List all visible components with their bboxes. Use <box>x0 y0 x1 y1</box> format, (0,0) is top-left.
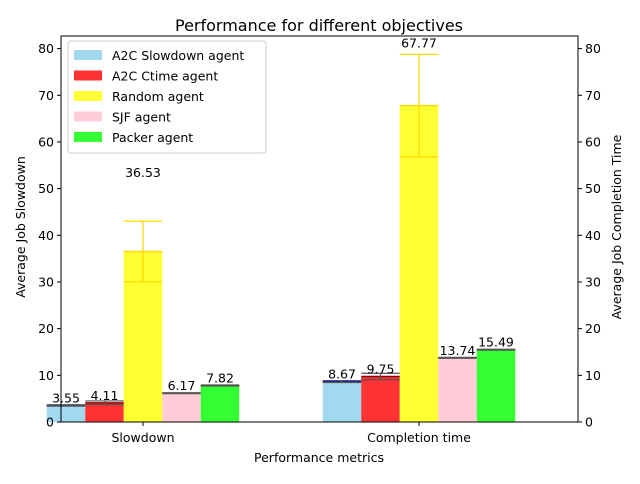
y-axis-label-right: Average Job Completion Time <box>609 134 624 319</box>
x-tick-label: Completion time <box>367 430 471 445</box>
data-label: 7.82 <box>206 371 234 386</box>
y-tick-label: 30 <box>38 274 54 289</box>
bar-labels-layer: 3.55 8.67 4.11 9.75 36.53 67.77 6.17 13.74 7.82 1… <box>52 35 514 405</box>
y-tick-label-right: 70 <box>585 88 601 103</box>
legend-swatch <box>74 132 102 142</box>
bar <box>438 357 477 422</box>
legend-box <box>67 40 267 154</box>
legend-label: A2C Ctime agent <box>112 69 218 84</box>
bar <box>476 349 516 422</box>
bar <box>322 381 362 422</box>
y-tick-label-right: 40 <box>585 228 601 243</box>
legend-swatch <box>74 50 102 60</box>
chart-title: Performance for different objectives <box>175 16 463 35</box>
data-label: 6.17 <box>168 378 196 393</box>
y-tick-label-right: 50 <box>585 181 601 196</box>
y-tick-label: 10 <box>38 368 54 383</box>
y-tick-label-right: 60 <box>585 134 601 149</box>
legend-label: A2C Slowdown agent <box>112 48 244 63</box>
bar <box>361 376 400 422</box>
bar <box>46 405 86 422</box>
x-tick-label: Slowdown <box>111 430 174 445</box>
legend-swatch <box>74 70 102 81</box>
data-label: 9.75 <box>367 361 395 376</box>
error-bars-layer <box>46 53 516 407</box>
legend-label: Random agent <box>112 89 204 104</box>
bar <box>85 402 124 422</box>
y-tick-label: 40 <box>38 228 54 243</box>
data-label: 8.67 <box>328 367 356 382</box>
axes-layer: 0 0 10 10 20 20 30 30 40 40 50 50 60 60 70 70 80 80 Slowdo… <box>38 35 601 445</box>
data-label: 15.49 <box>478 335 514 350</box>
legend-label: SJF agent <box>112 110 171 125</box>
x-axis-label: Performance metrics <box>254 450 384 465</box>
y-tick-label-right: 80 <box>585 41 601 56</box>
bar <box>200 385 240 422</box>
plot-frame <box>60 35 579 423</box>
y-tick-label: 70 <box>38 88 54 103</box>
y-tick-label: 80 <box>38 41 54 56</box>
y-axis-label: Average Job Slowdown <box>13 156 28 298</box>
data-label: 36.53 <box>125 165 161 180</box>
y-tick-label-right: 0 <box>585 415 593 430</box>
data-label: 13.74 <box>440 343 476 358</box>
legend: A2C Slowdown agent A2C Ctime agent Random … <box>67 40 267 154</box>
y-tick-label: 0 <box>46 415 54 430</box>
bar <box>399 105 439 423</box>
legend-swatch <box>74 111 102 122</box>
y-tick-label: 20 <box>38 321 54 336</box>
bars-layer <box>46 104 516 423</box>
y-tick-label-right: 30 <box>585 274 601 289</box>
data-label: 3.55 <box>52 390 80 405</box>
legend-label: Packer agent <box>112 130 193 145</box>
y-tick-label-right: 20 <box>585 321 601 336</box>
y-tick-label-right: 10 <box>585 368 601 383</box>
y-tick-label: 50 <box>38 181 54 196</box>
data-label: 67.77 <box>401 35 437 50</box>
y-tick-label: 60 <box>38 134 54 149</box>
bar <box>162 393 201 422</box>
legend-swatch <box>74 91 102 101</box>
data-label: 4.11 <box>91 388 119 403</box>
